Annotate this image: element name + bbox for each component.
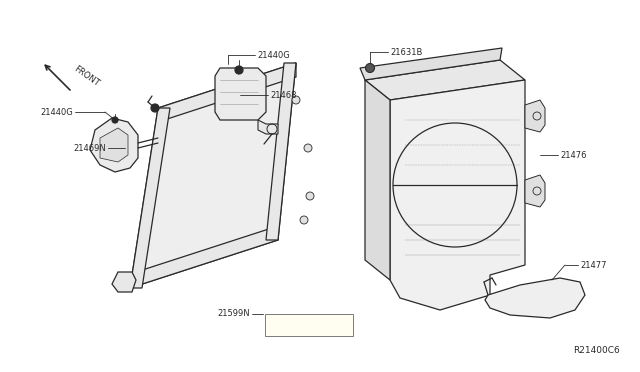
Text: 21468: 21468 bbox=[270, 90, 296, 99]
Polygon shape bbox=[525, 100, 545, 132]
Polygon shape bbox=[266, 63, 296, 240]
Polygon shape bbox=[215, 68, 266, 120]
Text: high voltage
system info: high voltage system info bbox=[313, 325, 335, 334]
Circle shape bbox=[306, 192, 314, 200]
Circle shape bbox=[151, 104, 159, 112]
Bar bbox=[265, 314, 353, 336]
Text: FRONT: FRONT bbox=[72, 64, 100, 88]
Text: Do not system
check voltage: Do not system check voltage bbox=[269, 325, 295, 334]
Polygon shape bbox=[525, 175, 545, 207]
Circle shape bbox=[112, 117, 118, 123]
Text: 21631B: 21631B bbox=[390, 48, 422, 57]
Circle shape bbox=[292, 96, 300, 104]
Polygon shape bbox=[100, 128, 128, 162]
Polygon shape bbox=[485, 278, 585, 318]
Polygon shape bbox=[365, 80, 390, 280]
Polygon shape bbox=[365, 60, 525, 100]
Text: ▲ PIDE IN SPACE: ▲ PIDE IN SPACE bbox=[315, 319, 347, 323]
Polygon shape bbox=[90, 118, 138, 172]
Text: 21477: 21477 bbox=[580, 260, 607, 269]
Circle shape bbox=[235, 66, 243, 74]
Polygon shape bbox=[130, 226, 278, 288]
Polygon shape bbox=[130, 63, 296, 288]
Circle shape bbox=[304, 144, 312, 152]
Polygon shape bbox=[130, 108, 170, 288]
Circle shape bbox=[365, 64, 374, 73]
Polygon shape bbox=[136, 69, 290, 282]
Text: 21469N: 21469N bbox=[73, 144, 106, 153]
Text: 21599N: 21599N bbox=[218, 310, 250, 318]
Circle shape bbox=[300, 216, 308, 224]
Polygon shape bbox=[158, 63, 296, 122]
Polygon shape bbox=[112, 272, 136, 292]
Text: ▲ CAUTION: ▲ CAUTION bbox=[271, 319, 298, 324]
Polygon shape bbox=[360, 48, 502, 80]
Text: 21440G: 21440G bbox=[257, 51, 290, 60]
Text: 21476: 21476 bbox=[560, 151, 586, 160]
Text: 21440G: 21440G bbox=[40, 108, 73, 116]
Polygon shape bbox=[258, 120, 278, 134]
Polygon shape bbox=[390, 80, 525, 310]
Text: R21400C6: R21400C6 bbox=[573, 346, 620, 355]
